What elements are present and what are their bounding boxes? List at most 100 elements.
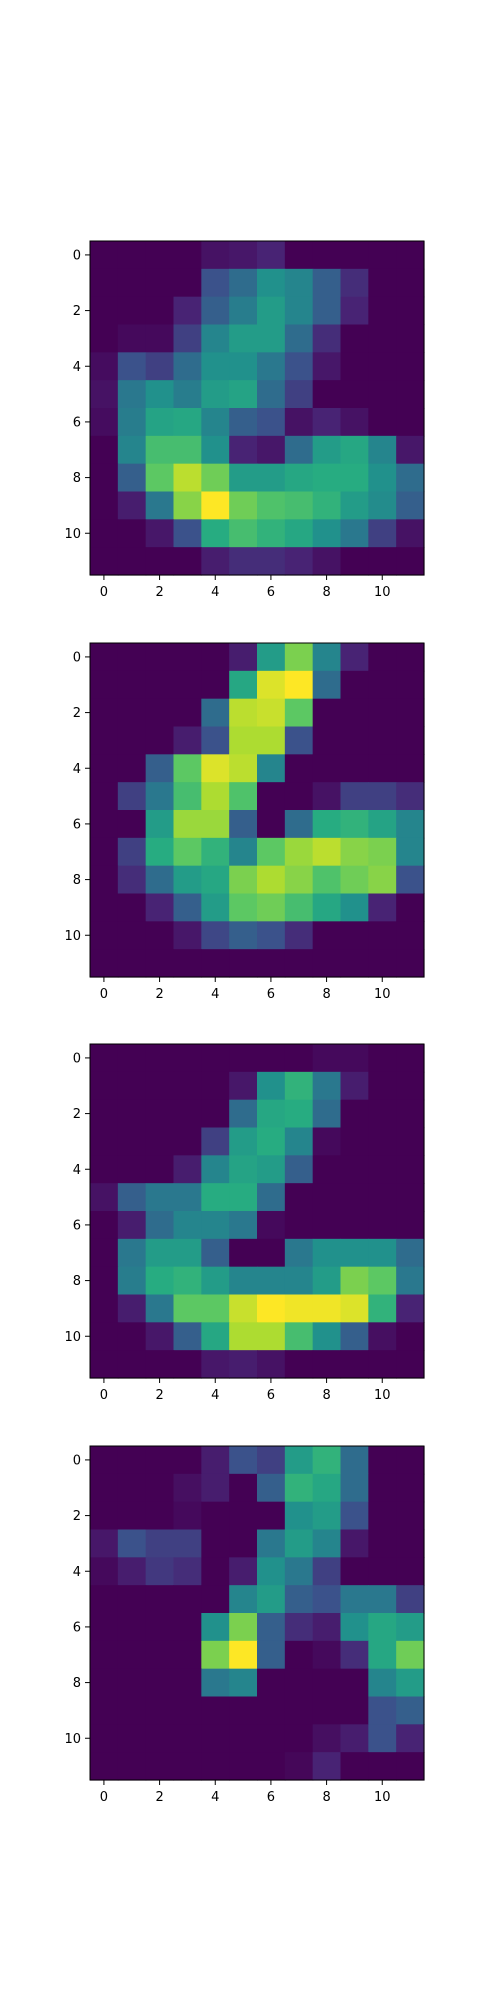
heatmap-cell [396, 894, 424, 922]
heatmap-cell [396, 1752, 424, 1780]
heatmap-cell [313, 352, 341, 380]
heatmap-cell [368, 1295, 396, 1323]
heatmap-cell [341, 894, 369, 922]
heatmap-cell [118, 1446, 146, 1474]
heatmap-cell [396, 352, 424, 380]
heatmap-cell [229, 269, 257, 297]
heatmap-cell [174, 241, 202, 269]
heatmap-cell [90, 269, 118, 297]
heatmap-cell [341, 297, 369, 325]
heatmap-cell [118, 866, 146, 894]
heatmap-cell [146, 380, 174, 408]
heatmap-cell [396, 1072, 424, 1100]
heatmap-cell [313, 1295, 341, 1323]
heatmap-cell [229, 949, 257, 977]
heatmap-cell [313, 1128, 341, 1156]
heatmap-cell [341, 1585, 369, 1613]
heatmap-cell [229, 1697, 257, 1725]
heatmap-cell [174, 643, 202, 671]
heatmap-cell [201, 727, 229, 755]
heatmap-cell [174, 297, 202, 325]
heatmap-cell [396, 1128, 424, 1156]
heatmap-cell [201, 1239, 229, 1267]
heatmap-cell [368, 1585, 396, 1613]
heatmap-cell [118, 1128, 146, 1156]
heatmap-cell [285, 866, 313, 894]
heatmap-cell [396, 1613, 424, 1641]
heatmap-cell [313, 727, 341, 755]
heatmap-cell [174, 547, 202, 575]
x-tick-label: 10 [374, 987, 391, 1002]
heatmap-cell [341, 519, 369, 547]
heatmap-cell [257, 1585, 285, 1613]
heatmap-cell [285, 643, 313, 671]
heatmap-cell [229, 408, 257, 436]
heatmap-cell [368, 838, 396, 866]
heatmap-cell [396, 671, 424, 699]
heatmap-cell [396, 1585, 424, 1613]
heatmap-cell [257, 1072, 285, 1100]
heatmap-cell [257, 949, 285, 977]
heatmap-cell [257, 838, 285, 866]
heatmap-cell [146, 643, 174, 671]
heatmap-cell [90, 810, 118, 838]
heatmap-cell [229, 671, 257, 699]
heatmap-cell [285, 699, 313, 727]
heatmap-cell [174, 1322, 202, 1350]
heatmap-cell [368, 699, 396, 727]
heatmap-cell [257, 1502, 285, 1530]
heatmap-cell [229, 810, 257, 838]
heatmap-cell [285, 297, 313, 325]
heatmap-cell [368, 492, 396, 520]
heatmap-cell [118, 325, 146, 353]
heatmap-cell [285, 1530, 313, 1558]
heatmap-cell [341, 1641, 369, 1669]
heatmap-cell [368, 1641, 396, 1669]
heatmap-cell [90, 492, 118, 520]
heatmap-cell [368, 1128, 396, 1156]
heatmap-cell [313, 547, 341, 575]
heatmap-cell [90, 547, 118, 575]
heatmap-cell [118, 1183, 146, 1211]
heatmap-cell [368, 408, 396, 436]
heatmap-cell [285, 1211, 313, 1239]
heatmap-cell [90, 380, 118, 408]
heatmap-cell [396, 1044, 424, 1072]
heatmap-cell [118, 1322, 146, 1350]
heatmap-cell [396, 754, 424, 782]
heatmap-cell [285, 1239, 313, 1267]
heatmap-cell [257, 519, 285, 547]
heatmap-cell [146, 1239, 174, 1267]
heatmap-cell [368, 949, 396, 977]
heatmap-cell [229, 492, 257, 520]
heatmap-cell [341, 1752, 369, 1780]
heatmap-cell [257, 1128, 285, 1156]
heatmap-cell [396, 1641, 424, 1669]
y-tick-label: 10 [64, 1732, 81, 1747]
x-tick-label: 6 [267, 585, 275, 600]
heatmap-cell [174, 1295, 202, 1323]
heatmap-cell [257, 1557, 285, 1585]
heatmap-cell [90, 1641, 118, 1669]
heatmap-cell [174, 1072, 202, 1100]
heatmap-cell [313, 782, 341, 810]
heatmap-cell [201, 643, 229, 671]
heatmap-cell [90, 894, 118, 922]
heatmap-cell [118, 810, 146, 838]
heatmap-cell [257, 1155, 285, 1183]
heatmap-cell [118, 1557, 146, 1585]
heatmap-cell [285, 894, 313, 922]
heatmap-cell [229, 1752, 257, 1780]
heatmap-cell [174, 1350, 202, 1378]
heatmap-cell [368, 1322, 396, 1350]
heatmap-cell [313, 1100, 341, 1128]
heatmap-cell [118, 1669, 146, 1697]
heatmap-cell [118, 1697, 146, 1725]
heatmap-cell [285, 1128, 313, 1156]
heatmap-cell [396, 1669, 424, 1697]
heatmap-cell [229, 1100, 257, 1128]
heatmap-cell [229, 754, 257, 782]
heatmap-cell [396, 380, 424, 408]
heatmap-cell [118, 1502, 146, 1530]
y-tick-label: 10 [64, 527, 81, 542]
